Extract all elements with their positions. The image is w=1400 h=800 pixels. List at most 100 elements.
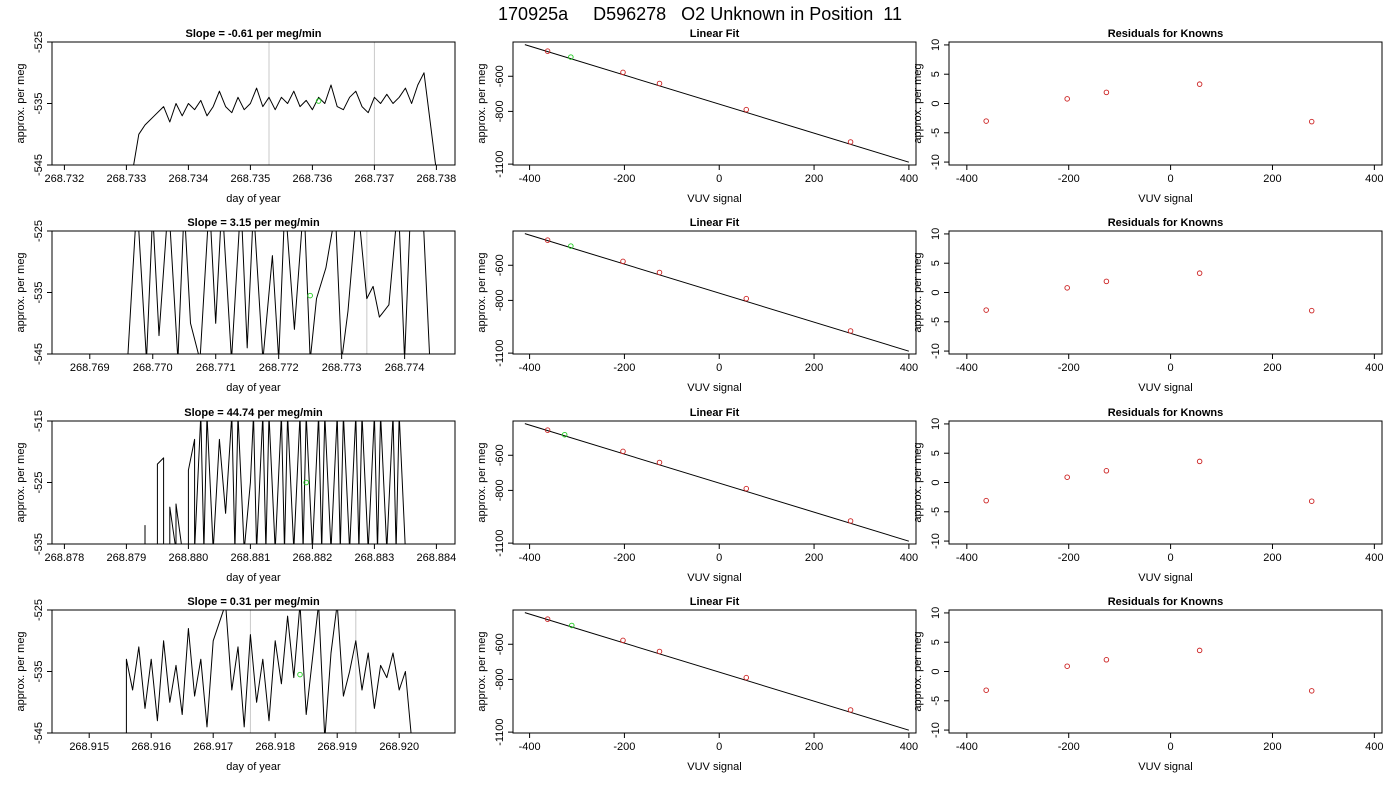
x-axis-label: day of year: [226, 193, 281, 205]
y-tick-label: 10: [930, 418, 942, 430]
known-point: [544, 616, 551, 622]
y-tick-label: -535: [33, 92, 45, 114]
x-axis-label: VUV signal: [1138, 382, 1192, 394]
page-title: 170925a D596278 O2 Unknown in Position 1…: [498, 4, 902, 24]
plot-area: [524, 423, 910, 542]
y-tick-label: 0: [930, 289, 942, 295]
plot-area: [127, 231, 431, 354]
x-tick-label: -400: [956, 552, 978, 564]
x-tick-label: 0: [1168, 741, 1174, 753]
unknown-point: [315, 98, 322, 104]
x-tick-label: 268.738: [417, 173, 457, 185]
x-tick-label: 400: [900, 362, 918, 374]
x-tick-label: 268.915: [69, 741, 109, 753]
y-tick-label: 5: [930, 260, 942, 266]
known-point: [743, 674, 750, 681]
y-tick-label: -545: [33, 343, 45, 365]
fit-line: [524, 423, 910, 542]
y-axis-label: approx. per meg: [912, 63, 924, 143]
chart-title: Residuals for Knowns: [1108, 596, 1224, 608]
chart-panel-2: Linear Fit -400 -200 0 200 400 VUV signal -1100…: [476, 28, 918, 205]
y-tick-label: -525: [33, 471, 45, 493]
x-tick-label: 268.879: [107, 552, 147, 564]
known-point: [620, 448, 626, 455]
x-tick-label: 400: [900, 173, 918, 185]
y-axis-label: approx. per meg: [15, 63, 27, 143]
known-point: [656, 459, 663, 466]
x-axis-label: day of year: [226, 382, 281, 394]
x-axis-label: VUV signal: [1138, 572, 1192, 584]
x-tick-label: 268.774: [385, 362, 425, 374]
x-tick-label: 268.880: [169, 552, 209, 564]
y-tick-label: -525: [33, 599, 45, 621]
x-axis-label: VUV signal: [1138, 193, 1192, 205]
x-tick-label: 0: [716, 173, 722, 185]
known-point: [656, 269, 663, 276]
x-tick-label: 0: [1168, 362, 1174, 374]
known-point: [656, 648, 663, 655]
x-tick-label: -200: [1058, 362, 1080, 374]
x-tick-label: 268.773: [322, 362, 362, 374]
known-point: [1308, 118, 1315, 125]
y-tick-label: 10: [930, 39, 942, 51]
chart-panel-1: Slope = -0.61 per meg/min 268.732 268.733 2…: [15, 28, 456, 205]
known-point: [847, 328, 854, 334]
known-point: [983, 307, 989, 313]
series-line: [125, 610, 412, 733]
x-tick-label: 268.735: [231, 173, 271, 185]
plot-frame: [512, 420, 917, 545]
x-tick-label: 0: [716, 552, 722, 564]
chart-title: Residuals for Knowns: [1108, 28, 1224, 40]
series-line: [187, 421, 406, 544]
plot-area: [983, 458, 1315, 504]
plot-frame: [948, 41, 1383, 166]
x-tick-label: -200: [1058, 173, 1080, 185]
y-axis-label: approx. per meg: [476, 63, 488, 143]
plot-area: [983, 270, 1315, 314]
x-tick-label: 268.734: [169, 173, 209, 185]
known-point: [544, 237, 551, 243]
y-tick-label: -1100: [494, 529, 506, 556]
chart-panel-11: Linear Fit -400 -200 0 200 400 VUV signal -1100…: [476, 596, 918, 773]
known-point: [743, 485, 750, 492]
x-tick-label: 0: [716, 741, 722, 753]
x-tick-label: 268.732: [45, 173, 85, 185]
x-tick-label: 0: [1168, 173, 1174, 185]
y-axis-label: approx. per meg: [912, 252, 924, 332]
plot-frame: [948, 420, 1383, 545]
plot-area: [524, 233, 910, 352]
x-tick-label: 400: [900, 552, 918, 564]
plot-area: [144, 421, 406, 544]
plot-frame: [512, 230, 917, 355]
unknown-point: [297, 671, 303, 678]
x-tick-label: -200: [613, 741, 635, 753]
known-point: [983, 497, 989, 504]
x-tick-label: 268.919: [317, 741, 357, 753]
y-tick-label: -600: [494, 65, 506, 87]
chart-title: Residuals for Knowns: [1108, 407, 1224, 419]
x-tick-label: -200: [613, 552, 635, 564]
known-point: [1064, 474, 1070, 480]
fit-line: [524, 44, 910, 163]
plot-frame: [51, 230, 456, 355]
known-point: [743, 106, 750, 113]
x-axis-label: VUV signal: [687, 193, 741, 205]
y-tick-label: -10: [930, 154, 942, 170]
known-point: [847, 707, 854, 713]
x-axis-label: day of year: [226, 572, 281, 584]
x-tick-label: 268.881: [231, 552, 271, 564]
chart-title: Residuals for Knowns: [1108, 217, 1224, 229]
y-tick-label: 5: [930, 71, 942, 77]
chart-panel-4: Slope = 3.15 per meg/min 268.769 268.770 26…: [15, 217, 456, 394]
series-line: [169, 503, 182, 544]
x-tick-label: -400: [956, 362, 978, 374]
y-tick-label: -10: [930, 533, 942, 549]
known-point: [544, 427, 551, 433]
x-tick-label: 400: [1365, 741, 1383, 753]
y-tick-label: 10: [930, 228, 942, 240]
x-tick-label: -200: [613, 362, 635, 374]
known-point: [847, 139, 854, 145]
x-tick-label: -400: [519, 362, 541, 374]
known-point: [1196, 81, 1203, 87]
